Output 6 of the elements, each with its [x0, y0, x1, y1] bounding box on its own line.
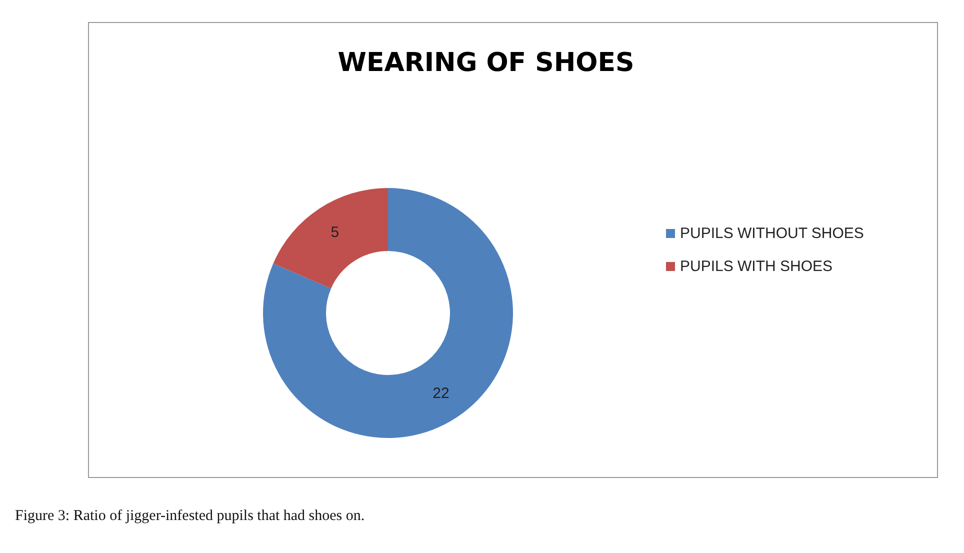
legend-label: PUPILS WITHOUT SHOES	[680, 225, 864, 242]
data-label: 5	[330, 224, 340, 241]
legend-label: PUPILS WITH SHOES	[680, 258, 833, 275]
data-label: 22	[432, 385, 450, 402]
caption: Figure 3: Ratio of jigger-infested pupils that had shoes on.	[15, 508, 365, 525]
chart-title: WEARING OF SHOES	[338, 48, 634, 78]
